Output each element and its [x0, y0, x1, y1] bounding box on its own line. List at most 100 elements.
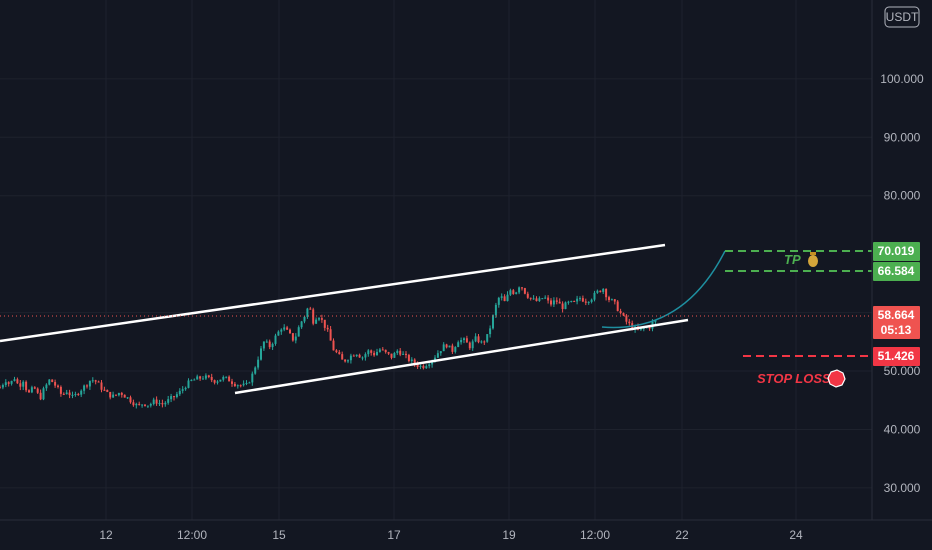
- candle: [593, 290, 596, 302]
- candle: [155, 396, 158, 406]
- candle: [512, 288, 515, 295]
- candle: [468, 341, 471, 350]
- candle: [77, 392, 80, 396]
- candle: [146, 405, 149, 409]
- candle: [541, 297, 544, 300]
- candle: [231, 378, 233, 387]
- candle: [480, 340, 483, 344]
- candle: [4, 379, 7, 388]
- candle: [80, 389, 83, 398]
- candle: [497, 296, 500, 308]
- candle: [373, 350, 376, 357]
- candle: [0, 385, 1, 389]
- candle: [170, 393, 173, 403]
- candle: [57, 384, 59, 389]
- candle: [306, 307, 309, 319]
- candle: [297, 325, 300, 337]
- candle: [335, 349, 338, 354]
- candle: [219, 379, 222, 382]
- tp-annotation[interactable]: TP: [784, 252, 801, 267]
- candle: [605, 288, 608, 301]
- current-price-badge-text: 05:13: [881, 323, 912, 337]
- candle: [193, 378, 196, 381]
- candle: [88, 380, 91, 390]
- candle: [573, 300, 576, 303]
- candle: [454, 346, 457, 354]
- candle: [352, 354, 355, 357]
- candle: [590, 298, 593, 304]
- candle: [581, 295, 584, 303]
- candle: [523, 287, 526, 295]
- candle: [202, 375, 204, 380]
- candle: [138, 401, 141, 406]
- channel-upper-line[interactable]: [0, 243, 666, 343]
- candle: [100, 380, 103, 393]
- candle: [329, 326, 332, 341]
- candle: [94, 379, 97, 385]
- stop-loss-annotation[interactable]: STOP LOSS: [757, 371, 831, 386]
- candle: [596, 289, 599, 294]
- candle: [257, 356, 260, 370]
- candle: [42, 386, 45, 401]
- candle: [312, 307, 315, 326]
- candle: [608, 295, 610, 303]
- candle: [280, 328, 283, 335]
- candle: [303, 316, 306, 324]
- x-tick-label: 19: [502, 528, 516, 542]
- candle: [558, 298, 561, 304]
- candle: [28, 389, 30, 393]
- candle: [376, 348, 378, 356]
- candle: [320, 314, 323, 323]
- x-tick-label: 15: [272, 528, 286, 542]
- x-tick-label: 24: [789, 528, 803, 542]
- channel-lower-line[interactable]: [234, 318, 689, 395]
- candle-series: [0, 286, 657, 409]
- candle: [338, 350, 341, 355]
- candle: [265, 339, 268, 343]
- candle: [361, 356, 364, 361]
- candle: [602, 288, 605, 294]
- candle: [471, 339, 474, 351]
- candle: [277, 330, 280, 336]
- candle: [567, 300, 570, 305]
- candle: [547, 295, 550, 304]
- candle: [486, 334, 489, 343]
- candle: [370, 349, 373, 356]
- candle: [405, 351, 407, 359]
- candle: [187, 378, 190, 389]
- candle: [213, 379, 216, 385]
- candle: [184, 386, 187, 391]
- candle: [619, 308, 622, 315]
- candle: [245, 380, 248, 386]
- candle: [106, 389, 109, 393]
- candle: [132, 399, 135, 407]
- candle: [555, 297, 558, 305]
- candle: [251, 371, 254, 386]
- currency-badge[interactable]: USDT: [884, 6, 920, 28]
- tp2-price-badge: 66.584: [873, 262, 920, 281]
- candle: [83, 384, 86, 395]
- candle: [616, 300, 619, 312]
- x-tick-label: 12:00: [580, 528, 610, 542]
- candle: [33, 386, 36, 390]
- candle: [584, 298, 587, 306]
- candle: [610, 298, 613, 301]
- candle: [233, 381, 236, 387]
- tp2-price-badge-text: 66.584: [878, 264, 915, 278]
- candle: [10, 380, 13, 386]
- candle: [347, 359, 349, 364]
- candle: [625, 314, 628, 325]
- time-axis[interactable]: 12 12:00 15 17 19 12:00 22 24: [99, 528, 803, 542]
- candle: [425, 364, 428, 369]
- candle: [384, 349, 387, 354]
- current-price-badge-text: 58.664: [878, 308, 915, 322]
- candle: [451, 343, 454, 354]
- candle: [323, 319, 326, 331]
- candle: [344, 359, 347, 363]
- candle: [225, 376, 228, 379]
- candle: [465, 335, 468, 343]
- candle: [300, 320, 303, 329]
- candle: [109, 391, 112, 400]
- candle: [141, 404, 144, 408]
